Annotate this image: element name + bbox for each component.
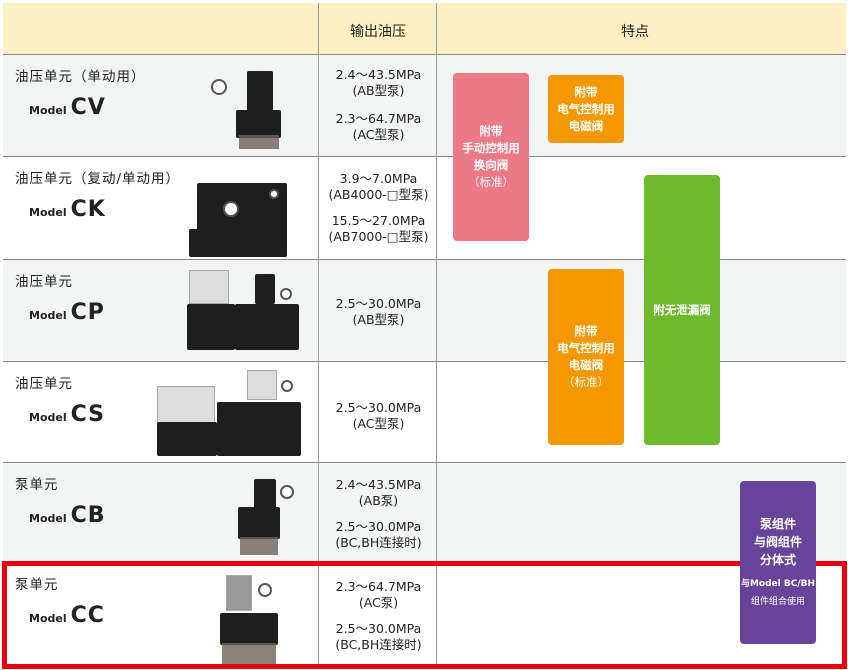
highlight-frame	[2, 561, 847, 669]
product-photo-cs	[155, 368, 305, 458]
pressure-cell: 2.3～64.7MPa (AC泵) 2.5～30.0MPa (BC,BH连接时)	[335, 579, 422, 652]
pressure-cell: 2.4～43.5MPa (AB型泵) 2.3～64.7MPa (AC型泵)	[335, 67, 422, 142]
pressure-cell: 2.5～30.0MPa (AB型泵)	[335, 296, 422, 327]
unit-name: 油压单元	[15, 274, 73, 290]
unit-name: 泵单元	[15, 477, 59, 493]
feature-electric-valve-standard: 附带 电气控制用 电磁阀 （标准）	[548, 269, 624, 445]
model-label: Model CC	[29, 603, 105, 628]
product-photo-cc	[218, 571, 283, 666]
product-photo-cb	[236, 477, 301, 557]
table-row: 油压单元（单动用） Model CV 2.4～43.5MPa (AB型泵) 2.3～6…	[3, 55, 846, 157]
unit-name: 油压单元（复动/单动用）	[15, 171, 181, 187]
pressure-cell: 2.4～43.5MPa (AB泵) 2.5～30.0MPa (BC,BH连接时)	[335, 477, 422, 550]
unit-name: 油压单元（单动用）	[15, 69, 146, 85]
model-label: Model CB	[29, 503, 106, 528]
column-divider	[436, 3, 437, 667]
unit-name: 油压单元	[15, 376, 73, 392]
feature-manual-valve: 附带 手动控制用 换向阀 （标准）	[453, 73, 529, 241]
table-row: 油压单元（复动/单动用） Model CK 3.9～7.0MPa (AB4000-□…	[3, 157, 846, 260]
model-label: Model CK	[29, 197, 106, 222]
product-photo-cv	[211, 65, 281, 150]
table-header: 输出油压 特点	[3, 3, 846, 55]
header-features: 特点	[621, 24, 649, 40]
model-label: Model CS	[29, 402, 106, 427]
feature-electric-valve: 附带 电气控制用 电磁阀	[548, 75, 624, 143]
table-row: 泵单元 Model CB 2.4～43.5MPa (AB泵) 2.5～30.0MPa(…	[3, 463, 846, 563]
feature-no-leak-valve: 附无泄漏阀	[644, 175, 720, 445]
header-pressure: 输出油压	[350, 24, 406, 40]
product-photo-cp	[187, 268, 302, 352]
feature-separate-unit: 泵组件 与阀组件 分体式 与Model BC/BH 组件组合使用	[740, 481, 816, 644]
column-divider	[318, 3, 319, 667]
pressure-cell: 2.5～30.0MPa (AC型泵)	[335, 400, 422, 431]
model-label: Model CP	[29, 300, 105, 325]
unit-name: 泵单元	[15, 577, 59, 593]
table-row: 泵单元 Model CC 2.3～64.7MPa (AC泵) 2.5～30.0MPa(…	[3, 563, 846, 667]
model-label: Model CV	[29, 95, 106, 120]
product-photo-ck	[189, 179, 289, 257]
table-row: 油压单元 Model CS 2.5～30.0MPa (AC型泵)	[3, 362, 846, 463]
pressure-cell: 3.9～7.0MPa (AB4000-□型泵) 15.5～27.0MPa (AB700…	[328, 171, 429, 244]
